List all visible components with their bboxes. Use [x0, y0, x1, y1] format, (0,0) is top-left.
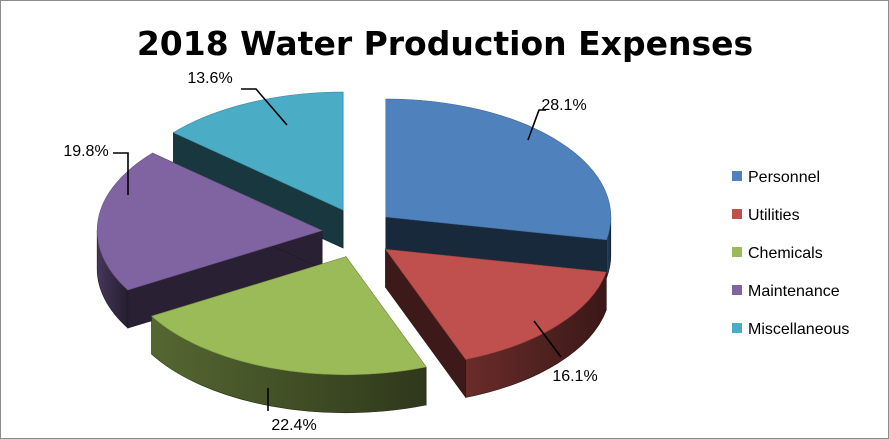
legend-label: Miscellaneous — [748, 321, 849, 338]
legend-label: Utilities — [748, 207, 800, 224]
leader-lines — [113, 88, 562, 411]
chart-title: 2018 Water Production Expenses — [137, 24, 753, 63]
pie-slice-miscellaneous — [172, 91, 344, 249]
leader-line-maintenance — [113, 152, 129, 195]
pie-slice-chemicals — [151, 255, 427, 414]
data-label-maintenance: 19.8% — [63, 143, 108, 160]
legend-label: Personnel — [748, 169, 820, 186]
pie-slice-top — [385, 98, 612, 241]
legend-item-chemicals: Chemicals — [732, 245, 823, 262]
data-label-personnel: 28.1% — [541, 97, 586, 114]
data-label-utilities: 16.1% — [552, 368, 597, 385]
legend-swatch — [732, 323, 742, 333]
pie-area — [96, 91, 612, 414]
legend-item-miscellaneous: Miscellaneous — [732, 321, 849, 338]
leader-line-utilities — [533, 320, 562, 358]
legend-item-personnel: Personnel — [732, 169, 820, 186]
pie-slice-personnel — [385, 98, 612, 279]
data-label-miscellaneous: 13.6% — [187, 70, 232, 87]
pie-slice-top — [384, 248, 607, 360]
legend: Personnel Utilities Chemicals Maintenance Mi… — [732, 169, 849, 338]
pie-slice-maintenance — [96, 152, 324, 329]
legend-item-utilities: Utilities — [732, 207, 800, 224]
data-labels: 28.1% 16.1% 22.4% 19.8% 13.6% — [63, 70, 597, 434]
leader-line-personnel — [527, 109, 546, 141]
legend-swatch — [732, 247, 742, 257]
legend-swatch — [732, 285, 742, 295]
pie-slice-top — [172, 91, 344, 211]
legend-swatch — [732, 171, 742, 181]
pie-slice-top — [151, 256, 427, 376]
legend-item-maintenance: Maintenance — [732, 283, 840, 300]
pie-slice-top — [96, 152, 324, 291]
legend-label: Maintenance — [748, 283, 840, 300]
legend-label: Chemicals — [748, 245, 823, 262]
leader-line-miscellaneous — [241, 88, 288, 126]
data-label-chemicals: 22.4% — [271, 417, 316, 434]
legend-swatch — [732, 209, 742, 219]
pie-slice-utilities — [384, 248, 607, 399]
